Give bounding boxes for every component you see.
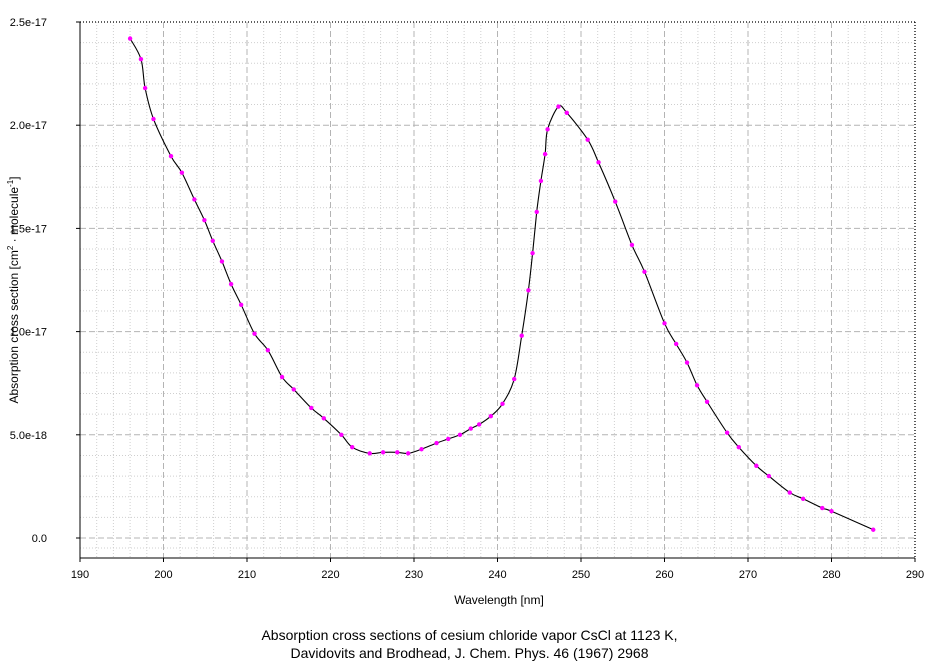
x-tick-label: 230 <box>405 569 423 581</box>
data-point <box>530 250 535 256</box>
data-point <box>446 436 451 442</box>
data-point <box>787 490 792 495</box>
data-point <box>642 269 647 274</box>
x-tick-label: 240 <box>488 569 506 581</box>
axes <box>76 21 916 562</box>
y-tick-label: 1.5e-17 <box>10 223 47 235</box>
x-tick-label: 250 <box>572 569 590 581</box>
data-point <box>754 463 759 468</box>
caption-line-2: Davidovits and Brodhead, J. Chem. Phys. … <box>290 645 649 661</box>
y-tick-label: 0.0 <box>32 533 47 545</box>
data-point <box>127 36 133 41</box>
data-point <box>405 451 411 456</box>
data-point <box>564 110 570 116</box>
data-point <box>265 347 271 353</box>
x-tick-label: 220 <box>321 569 339 581</box>
data-point <box>252 331 257 336</box>
x-tick-label: 190 <box>71 569 89 581</box>
data-point <box>673 341 679 347</box>
data-point <box>526 288 531 293</box>
data-point <box>500 401 505 407</box>
data-point <box>704 399 710 404</box>
data-point <box>219 259 225 264</box>
data-point <box>519 333 524 338</box>
data-point <box>488 414 494 419</box>
data-point <box>367 451 372 456</box>
data-point <box>538 178 544 184</box>
data-point <box>142 85 148 91</box>
data-point <box>596 160 601 165</box>
x-tick-label: 280 <box>822 569 840 581</box>
x-axis-label: Wavelength [nm] <box>454 593 544 607</box>
data-point <box>179 170 185 175</box>
data-point <box>556 104 561 109</box>
y-axis-label-part: · molecule <box>7 187 21 246</box>
y-axis-label-part: Absorption cross section [cm <box>7 250 21 403</box>
data-point <box>468 426 473 431</box>
x-tick-label: 210 <box>238 569 256 581</box>
y-tick-label: 2.5e-17 <box>10 17 47 29</box>
data-point <box>210 238 215 243</box>
data-point <box>736 444 742 450</box>
x-tick-label: 260 <box>655 569 673 581</box>
data-point <box>476 422 482 427</box>
data-point <box>238 302 244 307</box>
data-point <box>419 447 424 452</box>
data-point <box>434 440 439 446</box>
data-point <box>339 432 344 437</box>
data-point <box>168 153 174 159</box>
data-point <box>380 450 386 455</box>
caption-line-1: Absorption cross sections of cesium chlo… <box>261 627 678 643</box>
tick-labels: 190 200 210 220 230 240 250 260 270 280 290 0.0 5.0e… <box>10 17 924 581</box>
data-point <box>585 137 590 142</box>
data-point <box>684 360 690 365</box>
data-point <box>694 383 700 388</box>
data-point <box>138 56 144 62</box>
y-tick-label: 1.0e-17 <box>10 327 47 339</box>
x-tick-label: 270 <box>739 569 757 581</box>
data-point <box>545 127 550 132</box>
data-point <box>871 527 876 532</box>
data-point <box>279 374 285 380</box>
x-tick-label: 200 <box>154 569 172 581</box>
data-point <box>395 450 400 455</box>
y-axis-label-superscript: 2 <box>6 245 15 250</box>
y-axis-label-part: ] <box>7 176 21 179</box>
y-axis-label-superscript: -1 <box>6 179 15 187</box>
data-point <box>829 508 834 514</box>
data-point <box>820 505 825 511</box>
y-axis-label: Absorption cross section [cm2 · molecule… <box>6 176 21 403</box>
grid <box>80 22 915 558</box>
y-tick-label: 5.0e-18 <box>10 430 47 442</box>
data-point <box>800 496 806 501</box>
data-point <box>350 444 355 450</box>
data-point <box>766 473 772 479</box>
data-point <box>724 430 730 435</box>
data-point <box>202 217 207 223</box>
data-points <box>127 36 876 532</box>
data-point <box>151 116 156 122</box>
data-point <box>457 432 463 437</box>
data-point <box>228 281 234 287</box>
data-point <box>613 199 618 204</box>
data-point <box>629 242 635 248</box>
y-tick-label: 2.0e-17 <box>10 120 47 132</box>
data-point <box>192 197 197 202</box>
data-point <box>512 376 517 382</box>
data-point <box>291 387 296 392</box>
series-line <box>129 38 874 531</box>
data-point <box>534 209 539 215</box>
data-point <box>662 321 667 326</box>
data-point <box>321 416 327 421</box>
x-tick-label: 290 <box>906 569 924 581</box>
data-point <box>542 151 548 157</box>
data-point <box>309 405 314 411</box>
